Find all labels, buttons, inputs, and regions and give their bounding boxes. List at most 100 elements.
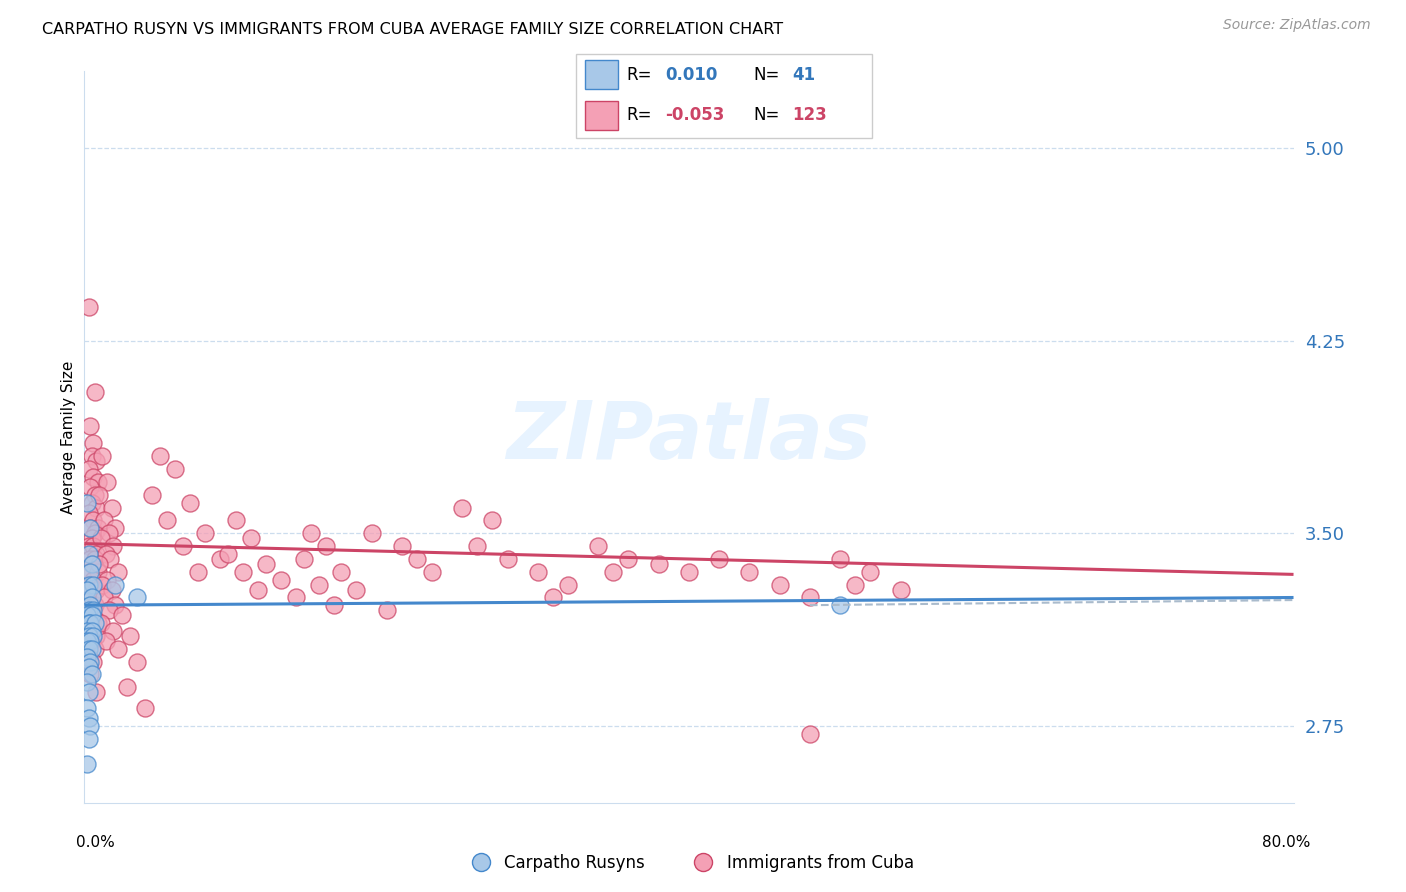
Point <box>84 526 107 541</box>
Point <box>86 685 108 699</box>
Point <box>79 521 101 535</box>
Point <box>79 521 101 535</box>
Point <box>87 616 110 631</box>
Point <box>79 655 101 669</box>
Point <box>79 565 101 579</box>
FancyBboxPatch shape <box>576 54 872 138</box>
Text: R=: R= <box>627 106 652 124</box>
Point <box>80 608 103 623</box>
Point <box>76 675 98 690</box>
Point <box>111 608 134 623</box>
Point <box>77 641 100 656</box>
Point <box>799 591 821 605</box>
Point <box>738 565 761 579</box>
Point <box>77 629 100 643</box>
Point <box>451 500 474 515</box>
Point <box>101 624 124 638</box>
Point <box>172 539 194 553</box>
Point <box>541 591 564 605</box>
Point <box>80 624 103 638</box>
Point <box>84 552 107 566</box>
Point <box>97 603 120 617</box>
Point <box>84 598 107 612</box>
Point <box>79 480 101 494</box>
Point <box>87 521 110 535</box>
Point <box>77 577 100 591</box>
Point <box>77 731 100 746</box>
Point <box>76 608 98 623</box>
Point <box>79 552 101 566</box>
Point <box>134 701 156 715</box>
Point <box>77 506 100 520</box>
Point <box>90 616 112 631</box>
Point <box>270 573 292 587</box>
Point <box>96 475 118 489</box>
Point <box>84 385 107 400</box>
Point <box>76 582 98 597</box>
Point <box>91 577 114 591</box>
Point <box>82 603 104 617</box>
Point <box>859 565 882 579</box>
Point <box>82 470 104 484</box>
Point <box>315 539 337 553</box>
Point <box>86 547 108 561</box>
Point <box>602 565 624 579</box>
Point <box>127 655 149 669</box>
Point <box>77 603 100 617</box>
Point <box>844 577 866 591</box>
Point <box>93 514 115 528</box>
Point <box>80 641 103 656</box>
Point <box>79 719 101 733</box>
Point <box>82 655 104 669</box>
Point <box>80 450 103 464</box>
Point <box>156 514 179 528</box>
Point <box>496 552 519 566</box>
Point <box>526 565 548 579</box>
Text: N=: N= <box>754 66 780 84</box>
Point <box>375 603 398 617</box>
Point <box>80 634 103 648</box>
Point <box>617 552 640 566</box>
Point <box>89 557 111 571</box>
Point <box>97 526 120 541</box>
Point <box>100 582 122 597</box>
Point <box>709 552 731 566</box>
Point <box>232 565 254 579</box>
Point <box>77 603 100 617</box>
Point <box>346 582 368 597</box>
Point <box>79 616 101 631</box>
Point <box>77 565 100 579</box>
FancyBboxPatch shape <box>585 101 617 130</box>
Point <box>96 573 118 587</box>
Text: ZIPatlas: ZIPatlas <box>506 398 872 476</box>
Text: 41: 41 <box>792 66 815 84</box>
Point <box>93 591 115 605</box>
Point <box>82 514 104 528</box>
Text: Source: ZipAtlas.com: Source: ZipAtlas.com <box>1223 18 1371 32</box>
Point <box>77 301 100 315</box>
Point <box>80 532 103 546</box>
Point <box>84 641 107 656</box>
Point <box>308 577 330 591</box>
Point <box>94 547 117 561</box>
Point <box>77 462 100 476</box>
Point <box>76 701 98 715</box>
Point <box>82 629 104 643</box>
Point <box>769 577 792 591</box>
Point <box>79 634 101 648</box>
Text: 123: 123 <box>792 106 827 124</box>
Point <box>239 532 262 546</box>
Point <box>79 667 101 681</box>
Point <box>82 608 104 623</box>
Point <box>647 557 671 571</box>
Point <box>481 514 503 528</box>
Point <box>86 454 108 468</box>
Point <box>82 573 104 587</box>
Point <box>86 500 108 515</box>
Text: CARPATHO RUSYN VS IMMIGRANTS FROM CUBA AVERAGE FAMILY SIZE CORRELATION CHART: CARPATHO RUSYN VS IMMIGRANTS FROM CUBA A… <box>42 22 783 37</box>
Point <box>127 591 149 605</box>
Point <box>209 552 232 566</box>
Point <box>322 598 344 612</box>
Point <box>82 577 104 591</box>
Legend: Carpatho Rusyns, Immigrants from Cuba: Carpatho Rusyns, Immigrants from Cuba <box>457 847 921 879</box>
